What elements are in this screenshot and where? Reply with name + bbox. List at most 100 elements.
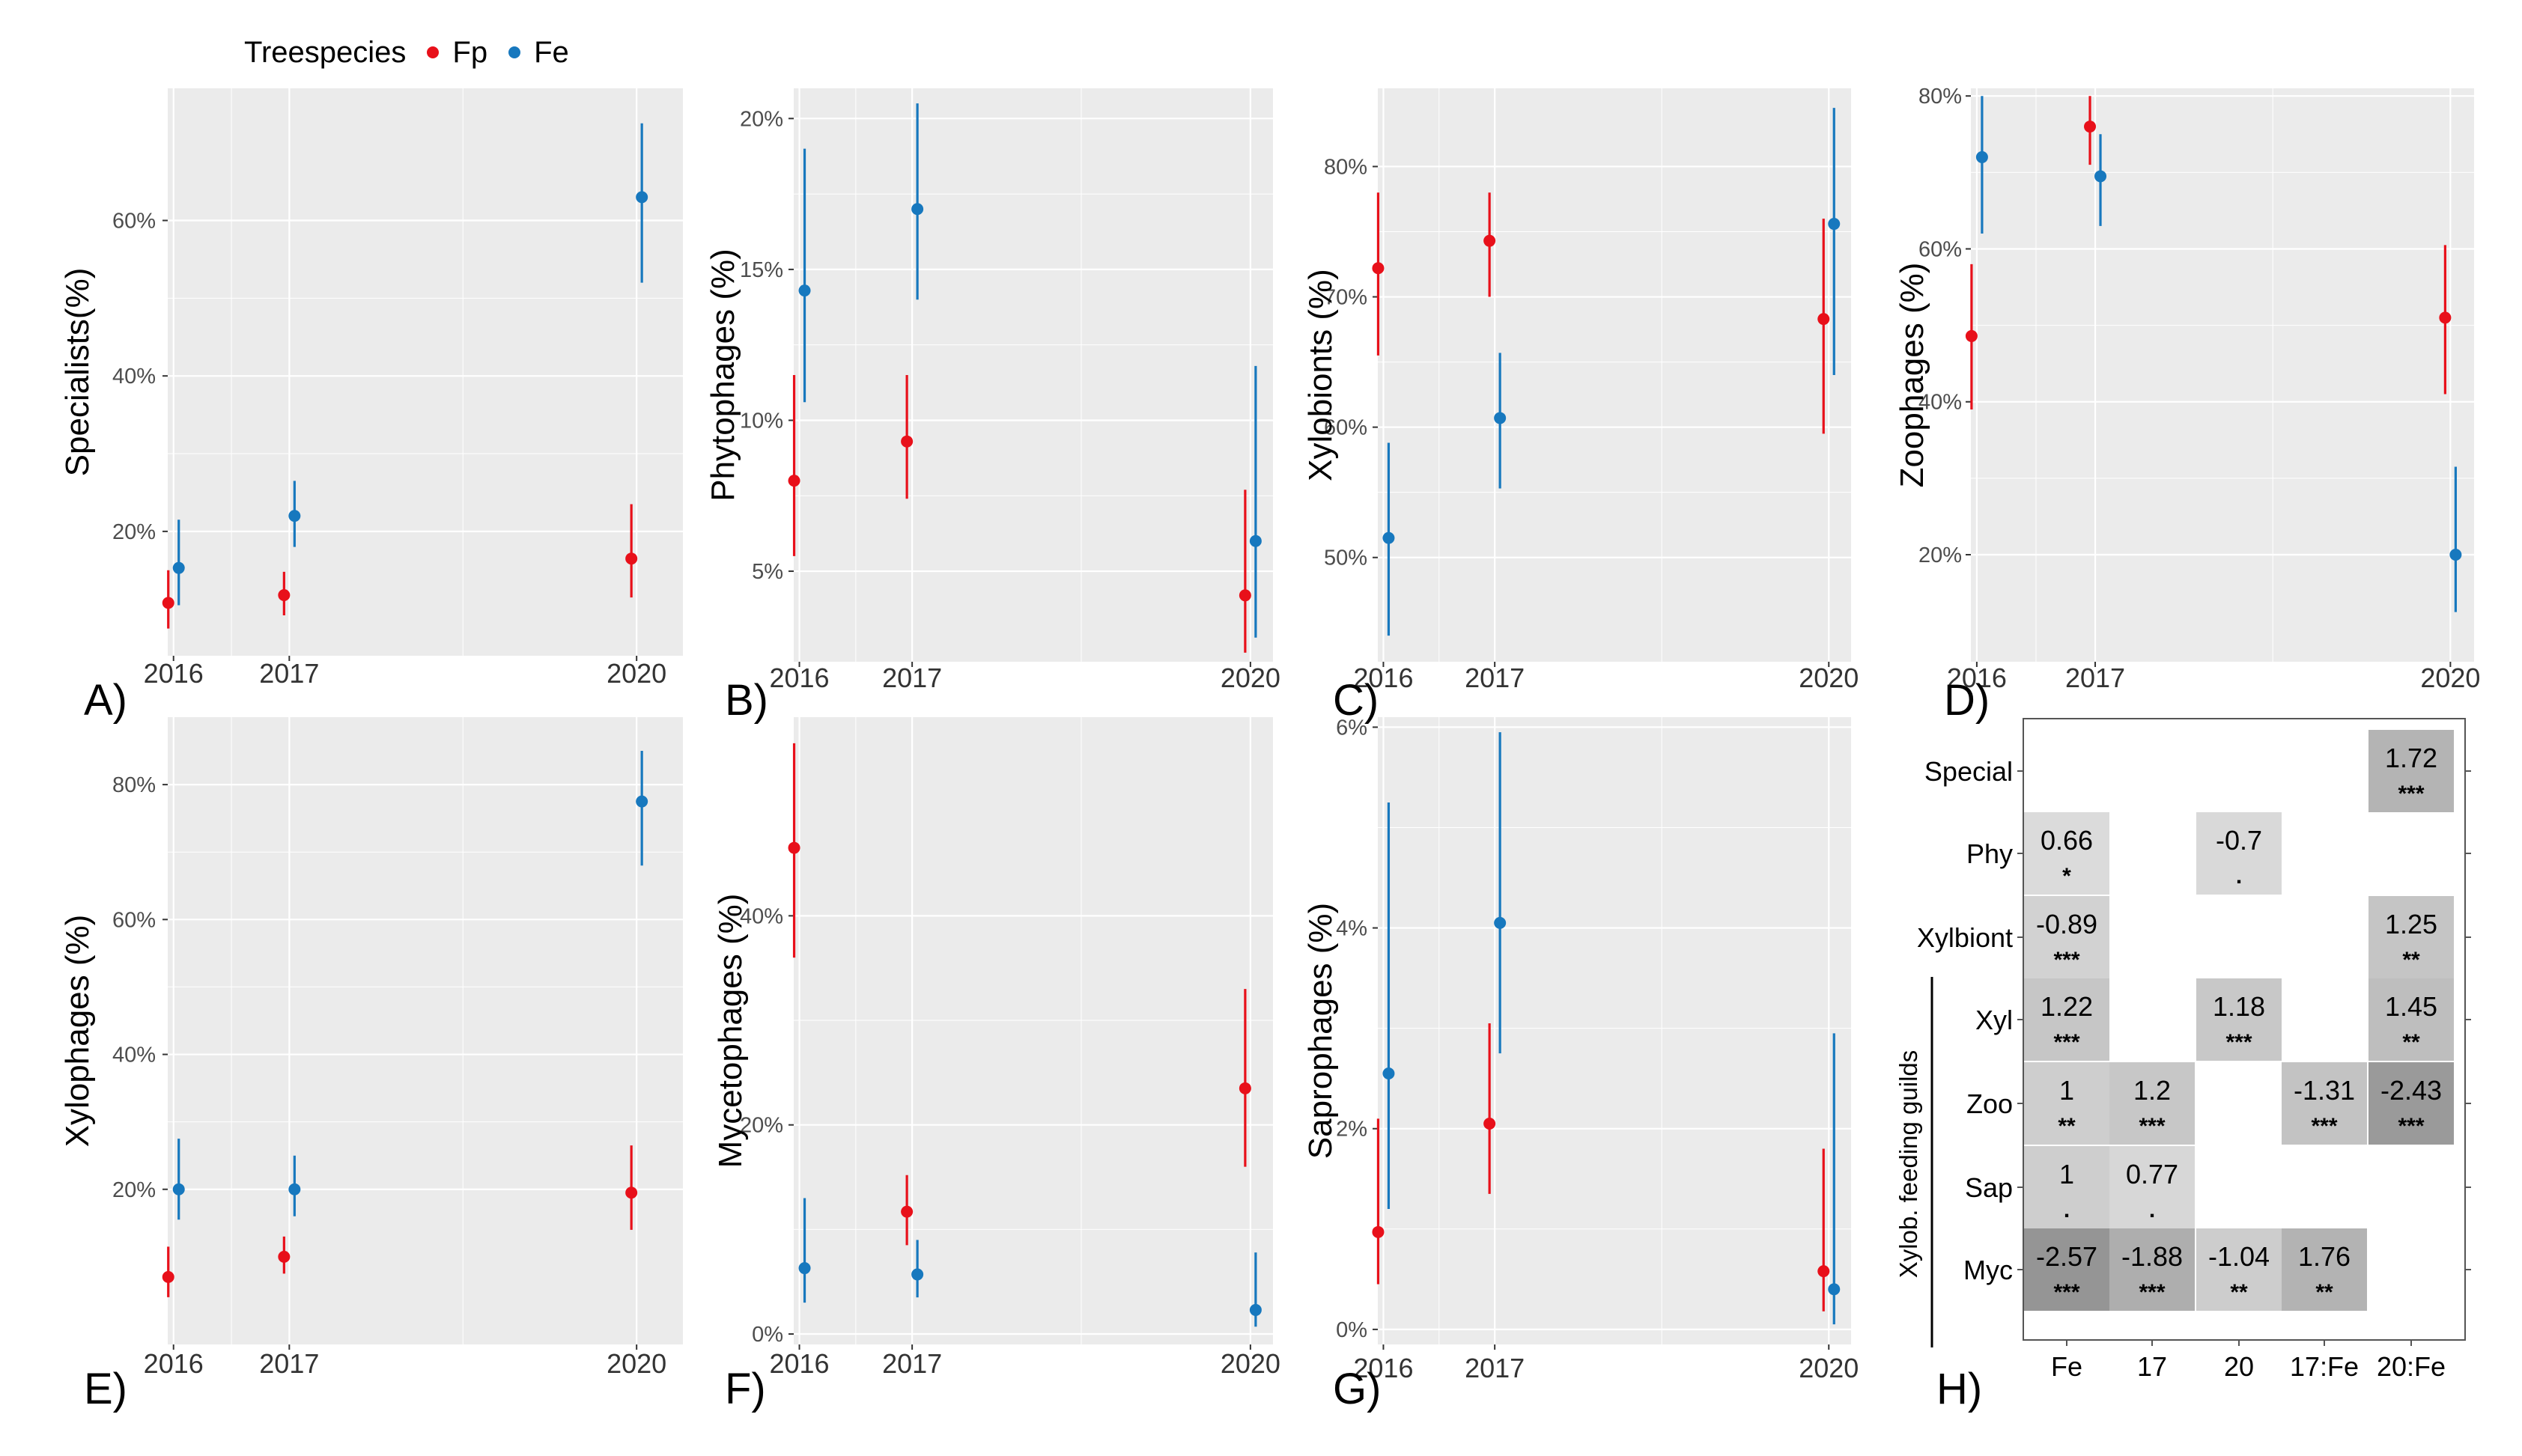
heatmap-row-label: Myc — [1963, 1255, 2013, 1285]
point-fe — [911, 1268, 924, 1281]
heatmap-cell-sig: ** — [2402, 1030, 2420, 1055]
panel-7-letter: G) — [1333, 1365, 1381, 1413]
heatmap-cell-sig: *** — [2053, 948, 2079, 972]
panel-3-xtick-label: 2020 — [1799, 662, 1859, 693]
point-fp — [1372, 262, 1385, 275]
point-fp — [2439, 311, 2452, 324]
panel-1-xtick-label: 2016 — [144, 658, 204, 689]
panel-6-xtick-label: 2017 — [882, 1348, 942, 1379]
point-fe — [172, 561, 185, 574]
panel-4-ytick-label: 20% — [1918, 543, 1962, 567]
panel-7-background — [1378, 717, 1851, 1344]
heatmap-col-label: 20:Fe — [2377, 1351, 2446, 1382]
point-fe — [1249, 534, 1262, 547]
point-fp — [278, 589, 291, 602]
heatmap-cell — [2024, 1146, 2109, 1228]
heatmap-cell-sig: ** — [2230, 1280, 2248, 1305]
point-fp — [625, 1187, 638, 1199]
heatmap-cell-value: -1.31 — [2294, 1075, 2355, 1106]
panel-3-ytick-label: 80% — [1324, 155, 1367, 179]
heatmap-cell-sig: ** — [2315, 1280, 2333, 1305]
legend-label-fe: Fe — [534, 35, 569, 69]
heatmap-cell-sig: *** — [2398, 1114, 2424, 1139]
heatmap-cell — [2024, 896, 2109, 978]
heatmap-cell-value: -2.57 — [2036, 1241, 2097, 1272]
heatmap-cell — [2196, 1228, 2282, 1311]
heatmap-row-label: Xylbiont — [1917, 922, 2013, 953]
panel-5-ytick-label: 40% — [112, 1044, 156, 1067]
point-fp — [278, 1250, 291, 1263]
heatmap-cell-value: -2.43 — [2380, 1075, 2442, 1106]
panel-6-ytick-label: 40% — [740, 904, 783, 928]
point-fp — [162, 1270, 174, 1283]
panel-4-ytick-label: 80% — [1918, 85, 1962, 109]
point-fe — [1494, 916, 1507, 929]
heatmap-col-label: 20 — [2224, 1351, 2254, 1382]
panel-1-ytick-label: 40% — [112, 365, 156, 389]
panel-2-xtick-label: 2020 — [1221, 662, 1280, 693]
point-fp — [162, 597, 174, 609]
panel-6-letter: F) — [725, 1365, 766, 1413]
heatmap-cell-value: 1.25 — [2385, 909, 2437, 939]
point-fe — [636, 191, 648, 204]
panel-1-xtick-label: 2020 — [607, 658, 666, 689]
heatmap-cell-sig: . — [2064, 1198, 2070, 1222]
heatmap-cell-sig: *** — [2225, 1030, 2252, 1055]
legend-label-fp: Fp — [452, 35, 488, 69]
heatmap-cell — [2024, 1228, 2109, 1311]
legend-title: Treespecies — [244, 35, 407, 69]
point-fe — [636, 795, 648, 808]
point-fe — [1494, 412, 1507, 424]
legend-item-fe: Fe — [508, 36, 569, 70]
heatmap-cell-value: -0.7 — [2216, 825, 2262, 856]
panel-1-xtick-label: 2017 — [259, 658, 319, 689]
point-fp — [2084, 121, 2097, 133]
point-fe — [1975, 150, 1988, 163]
panel-2-background — [794, 88, 1273, 662]
point-fp — [1965, 329, 1978, 342]
panel-4-background — [1971, 88, 2474, 662]
point-fp — [1483, 1118, 1496, 1130]
panel-3-ytick-label: 60% — [1324, 416, 1367, 440]
legend-swatch-fe — [508, 46, 521, 58]
point-fe — [798, 1262, 811, 1275]
panel-7-ytick-label: 4% — [1336, 917, 1367, 941]
point-fe — [798, 284, 811, 297]
heatmap-cell-value: -1.88 — [2121, 1241, 2183, 1272]
panel-5-background — [168, 717, 683, 1344]
heatmap-cell-sig: *** — [2311, 1114, 2337, 1139]
heatmap-cell-value: -0.89 — [2036, 909, 2097, 939]
panel-7-xtick-label: 2017 — [1465, 1353, 1525, 1383]
heatmap-cell-sig: *** — [2398, 782, 2424, 806]
heatmap-cell — [2109, 1146, 2195, 1228]
panel-6-xtick-label: 2020 — [1221, 1348, 1280, 1379]
panel-2-xtick-label: 2017 — [882, 662, 942, 693]
panel-6-ytick-label: 0% — [752, 1323, 783, 1347]
heatmap-cell-value: 1.22 — [2041, 991, 2093, 1022]
heatmap-cell-sig: *** — [2053, 1030, 2079, 1055]
panel-2-ytick-label: 15% — [740, 258, 783, 282]
panel-7-ytick-label: 2% — [1336, 1118, 1367, 1142]
panel-5-xtick-label: 2016 — [144, 1348, 204, 1379]
heatmap-cell — [2282, 1062, 2367, 1145]
panel-6-xtick-label: 2016 — [769, 1348, 829, 1379]
heatmap-col-label: 17 — [2137, 1351, 2167, 1382]
heatmap-cell-sig: ** — [2402, 948, 2420, 972]
panel-4-xtick-label: 2017 — [2065, 662, 2125, 693]
heatmap-cell — [2368, 730, 2454, 812]
panel-7-ytick-label: 6% — [1336, 716, 1367, 740]
panel-2-ylabel: Phytophages (%) — [705, 249, 741, 502]
heatmap-cell — [2024, 978, 2109, 1061]
panel-1-letter: A) — [84, 676, 127, 725]
point-fp — [1817, 1265, 1830, 1278]
point-fe — [2449, 549, 2462, 561]
panel-4-ytick-label: 60% — [1918, 237, 1962, 261]
panel-5-ytick-label: 20% — [112, 1178, 156, 1202]
heatmap-row-label: Sap — [1965, 1172, 2013, 1203]
heatmap-row-label: Zoo — [1966, 1088, 2013, 1119]
panel-2-ytick-label: 10% — [740, 409, 783, 433]
panel-4-ytick-label: 40% — [1918, 391, 1962, 415]
point-fp — [901, 1205, 914, 1218]
panel-4-xtick-label: 2020 — [2420, 662, 2480, 693]
panel-2-letter: B) — [725, 676, 768, 725]
